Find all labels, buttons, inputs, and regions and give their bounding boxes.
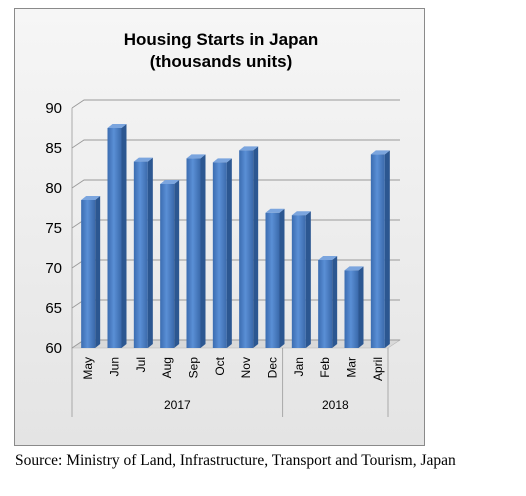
- bar-front: [370, 154, 385, 348]
- y-tick-label: 65: [45, 300, 62, 317]
- y-tick-label: 70: [45, 260, 62, 277]
- bar-front: [107, 128, 122, 348]
- bar-front: [160, 184, 175, 348]
- bar: [370, 150, 390, 348]
- bar: [186, 154, 206, 348]
- bar-side: [147, 157, 153, 348]
- bar: [318, 256, 338, 348]
- bar-top: [318, 256, 338, 260]
- x-tick-label: Jan: [292, 357, 306, 376]
- bar-chart: Housing Starts in Japan (thousands units…: [45, 30, 401, 417]
- bar-top: [291, 211, 311, 216]
- bar-top: [239, 146, 259, 151]
- bar-side: [332, 256, 338, 348]
- bar-front: [186, 158, 201, 348]
- bar-front: [81, 200, 96, 348]
- bar-front: [133, 161, 148, 348]
- bar-side: [384, 150, 390, 348]
- group-label: 2018: [322, 398, 349, 412]
- bar-front: [212, 162, 227, 348]
- bar-front: [265, 212, 280, 348]
- bar: [291, 211, 311, 348]
- bar-side: [95, 196, 101, 348]
- bar-top: [81, 196, 101, 200]
- bar-top: [133, 157, 153, 162]
- chart-title-line-2: (thousands units): [150, 52, 293, 71]
- bar-side: [253, 146, 259, 348]
- bar-front: [239, 150, 254, 348]
- bar-side: [279, 208, 285, 348]
- x-tick-label: Jul: [134, 357, 148, 372]
- x-axis-categories: May Jun Jul Aug Sep Oct Nov Dec Jan Feb Mar April: [81, 356, 385, 381]
- bar-side: [226, 158, 232, 348]
- y-axis-ticks: 60 65 70 75 80 85 90: [45, 100, 62, 357]
- x-tick-label: Mar: [345, 357, 359, 378]
- gridline: [71, 139, 400, 149]
- x-tick-label: Nov: [239, 357, 253, 378]
- x-tick-label: April: [371, 357, 385, 381]
- bar-side: [305, 211, 311, 348]
- bar: [160, 180, 180, 348]
- bar-top: [186, 154, 206, 159]
- chart-frame: Housing Starts in Japan (thousands units…: [14, 8, 425, 446]
- y-tick-label: 75: [45, 220, 62, 237]
- x-tick-label: Dec: [266, 357, 280, 378]
- bar-top: [265, 208, 285, 213]
- y-tick-label: 60: [45, 340, 62, 357]
- bar-top: [107, 124, 127, 128]
- bar: [265, 208, 285, 348]
- x-tick-label: Aug: [160, 357, 174, 378]
- bar-top: [344, 266, 364, 271]
- x-tick-label: Sep: [187, 357, 201, 379]
- bar-side: [200, 154, 206, 348]
- group-label: 2017: [164, 398, 191, 412]
- bar-top: [212, 158, 232, 163]
- gridline: [71, 99, 400, 109]
- bar: [107, 124, 127, 348]
- bar-front: [291, 215, 306, 348]
- x-tick-label: May: [81, 357, 95, 380]
- gridline: [71, 179, 400, 189]
- x-tick-label: Oct: [213, 356, 227, 375]
- bar-front: [318, 260, 333, 348]
- bar: [239, 146, 259, 348]
- bar-top: [160, 180, 180, 184]
- x-tick-label: Feb: [318, 357, 332, 378]
- bar-top: [370, 150, 390, 155]
- bar: [133, 157, 153, 348]
- y-tick-label: 80: [45, 180, 62, 197]
- source-note: Source: Ministry of Land, Infrastructure…: [15, 452, 456, 469]
- x-axis-groups: 2017 2018: [71, 348, 389, 417]
- y-tick-label: 85: [45, 140, 62, 157]
- bar: [344, 266, 364, 348]
- x-tick-label: Jun: [108, 357, 122, 376]
- y-tick-label: 90: [45, 100, 62, 117]
- bar-side: [174, 180, 180, 348]
- bar-side: [358, 266, 364, 348]
- bar: [212, 158, 232, 348]
- bar: [81, 196, 101, 348]
- chart-title-line-1: Housing Starts in Japan: [124, 30, 319, 49]
- bars: [81, 124, 390, 348]
- bar-side: [121, 124, 127, 348]
- bar-front: [344, 270, 359, 348]
